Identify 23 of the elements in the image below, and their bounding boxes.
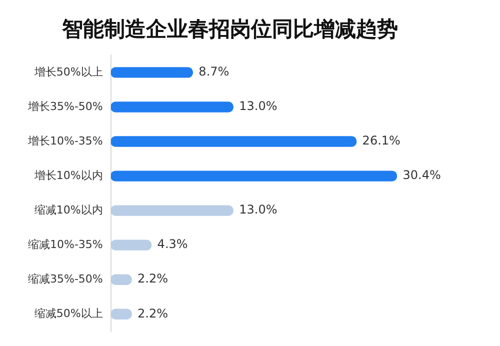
bar <box>110 136 357 147</box>
y-tick-label: 缩减10%-35% <box>28 238 103 251</box>
y-tick-label: 增长35%-50% <box>26 100 103 113</box>
data-label: 30.4% <box>402 168 441 182</box>
bar <box>110 240 152 250</box>
bar <box>110 170 398 182</box>
bar <box>110 67 194 78</box>
data-label: 2.2% <box>138 306 168 320</box>
y-tick-label: 增长10%以内 <box>33 168 103 182</box>
y-tick-label: 缩减35%-50% <box>28 272 103 286</box>
chart-title: 智能制造企业春招岗位同比增减趋势 <box>61 17 398 42</box>
data-label: 2.2% <box>138 272 168 286</box>
bar <box>110 102 234 112</box>
y-tick-label: 增长50%以上 <box>33 65 103 78</box>
y-tick-label: 缩减10%以内 <box>34 203 103 216</box>
data-label: 13.0% <box>239 202 278 217</box>
y-tick-label: 增长10%-35% <box>26 134 103 148</box>
data-label: 13.0% <box>239 99 278 114</box>
data-label: 4.3% <box>157 237 188 252</box>
data-label: 26.1% <box>362 134 400 148</box>
bar <box>110 205 234 216</box>
y-tick-label: 缩减50%以上 <box>34 306 103 320</box>
data-label: 8.7% <box>198 64 230 79</box>
